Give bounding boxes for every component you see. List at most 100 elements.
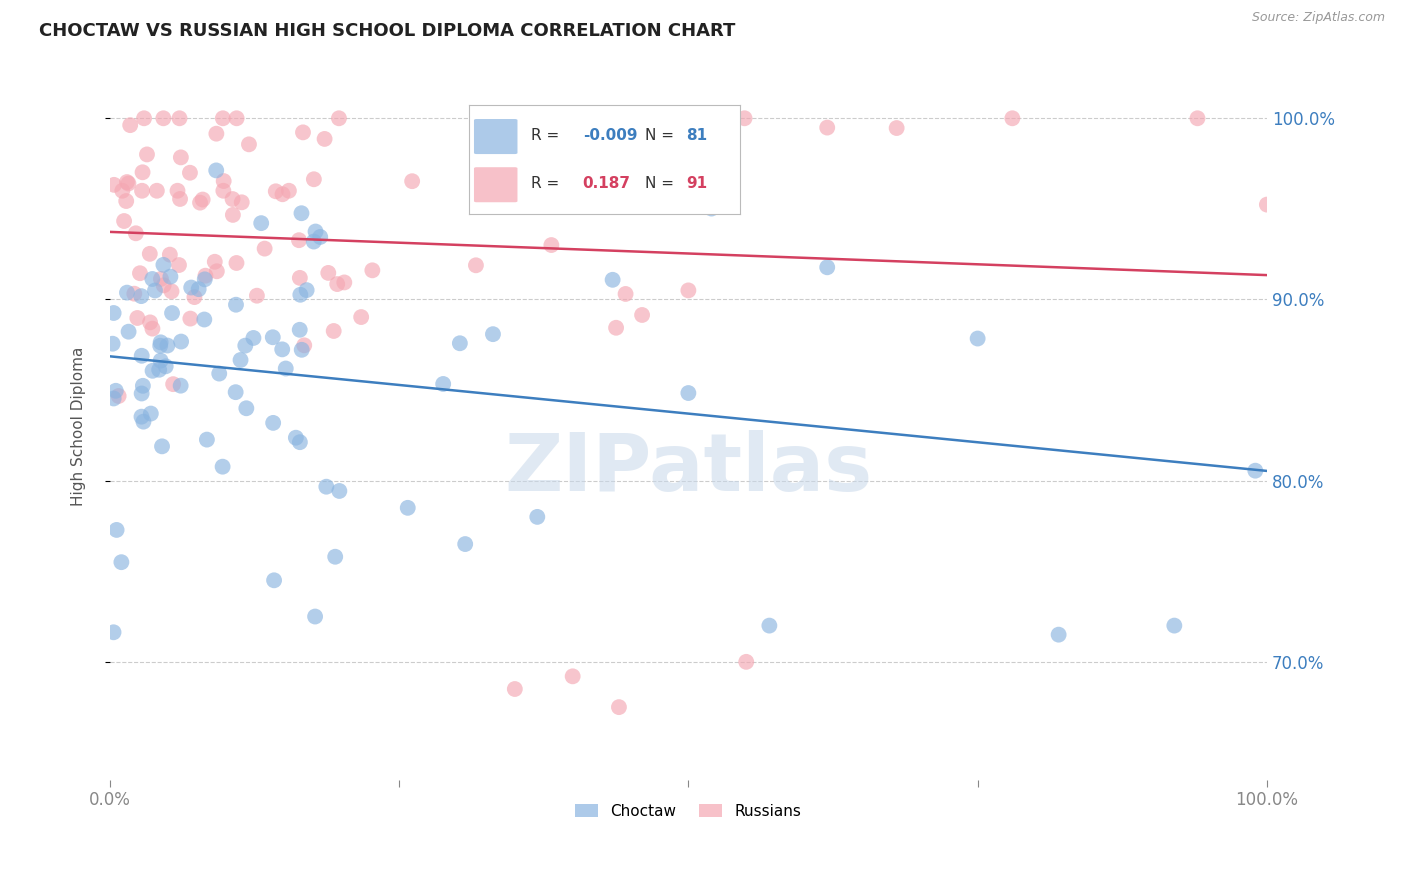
Point (115, 194, 138, 208)
Point (152, 278, 174, 293)
Point (110, 555, 132, 569)
Point (264, 184, 287, 198)
Point (169, 192, 191, 206)
Point (120, 118, 142, 132)
Point (238, 137, 260, 152)
Point (288, 271, 311, 285)
Point (288, 323, 311, 337)
Point (195, 433, 218, 447)
Point (323, 549, 346, 564)
Point (141, 321, 163, 335)
Point (169, 112, 191, 126)
Point (212, 184, 235, 198)
Point (131, 386, 153, 401)
Point (148, 363, 170, 377)
Point (231, 195, 253, 210)
Point (160, 285, 183, 299)
Point (107, 389, 129, 403)
Point (1256, 197, 1278, 211)
Point (262, 416, 284, 430)
Point (274, 361, 297, 376)
Point (607, 700, 630, 714)
Point (250, 216, 273, 230)
Point (605, 320, 627, 334)
Point (966, 332, 988, 346)
Point (262, 330, 284, 344)
Point (191, 193, 214, 207)
Point (170, 150, 193, 164)
Point (233, 338, 256, 352)
Point (284, 431, 307, 445)
Point (111, 184, 134, 198)
Point (1163, 618, 1185, 632)
Point (271, 343, 294, 357)
Point (221, 192, 243, 206)
Point (204, 254, 226, 268)
Point (166, 184, 188, 198)
Point (702, 170, 724, 185)
Point (225, 256, 247, 270)
Point (815, 260, 838, 275)
Legend: Choctaw, Russians: Choctaw, Russians (569, 797, 807, 825)
Point (194, 268, 217, 283)
Point (534, 171, 557, 186)
Point (561, 669, 583, 683)
Point (211, 459, 233, 474)
Point (290, 287, 312, 301)
Point (350, 310, 373, 324)
Point (465, 258, 488, 272)
Point (758, 618, 780, 632)
Point (316, 266, 339, 280)
Point (139, 247, 162, 261)
Point (295, 283, 318, 297)
Point (150, 439, 173, 453)
Point (886, 121, 908, 136)
Point (160, 306, 183, 320)
Point (103, 625, 125, 640)
Point (309, 230, 332, 244)
Point (700, 202, 723, 216)
Point (277, 184, 299, 198)
Point (131, 184, 153, 198)
Point (678, 284, 700, 298)
Point (654, 146, 676, 161)
Point (288, 233, 311, 247)
Point (292, 338, 315, 352)
Point (225, 112, 247, 126)
Point (815, 120, 838, 135)
Point (142, 364, 165, 378)
Point (735, 655, 758, 669)
Point (139, 407, 162, 421)
Point (208, 367, 231, 381)
Point (1244, 464, 1267, 478)
Point (1047, 627, 1070, 641)
Point (454, 537, 477, 551)
Point (125, 227, 148, 241)
Point (314, 132, 336, 146)
Point (103, 178, 125, 192)
Point (253, 242, 276, 256)
Point (503, 681, 526, 696)
Point (152, 258, 174, 272)
Point (194, 272, 217, 286)
Point (124, 286, 146, 301)
Point (212, 174, 235, 188)
Point (326, 277, 349, 291)
Point (129, 266, 152, 280)
Point (132, 379, 155, 393)
Point (167, 258, 190, 272)
Point (136, 147, 159, 161)
Point (678, 386, 700, 401)
Point (222, 208, 245, 222)
Point (193, 312, 215, 326)
Point (734, 112, 756, 126)
Point (149, 353, 172, 368)
Point (156, 338, 179, 352)
Point (155, 359, 177, 374)
Point (242, 331, 264, 345)
Point (131, 165, 153, 179)
Point (333, 276, 356, 290)
Point (117, 177, 139, 191)
Point (631, 308, 654, 322)
Point (139, 315, 162, 329)
